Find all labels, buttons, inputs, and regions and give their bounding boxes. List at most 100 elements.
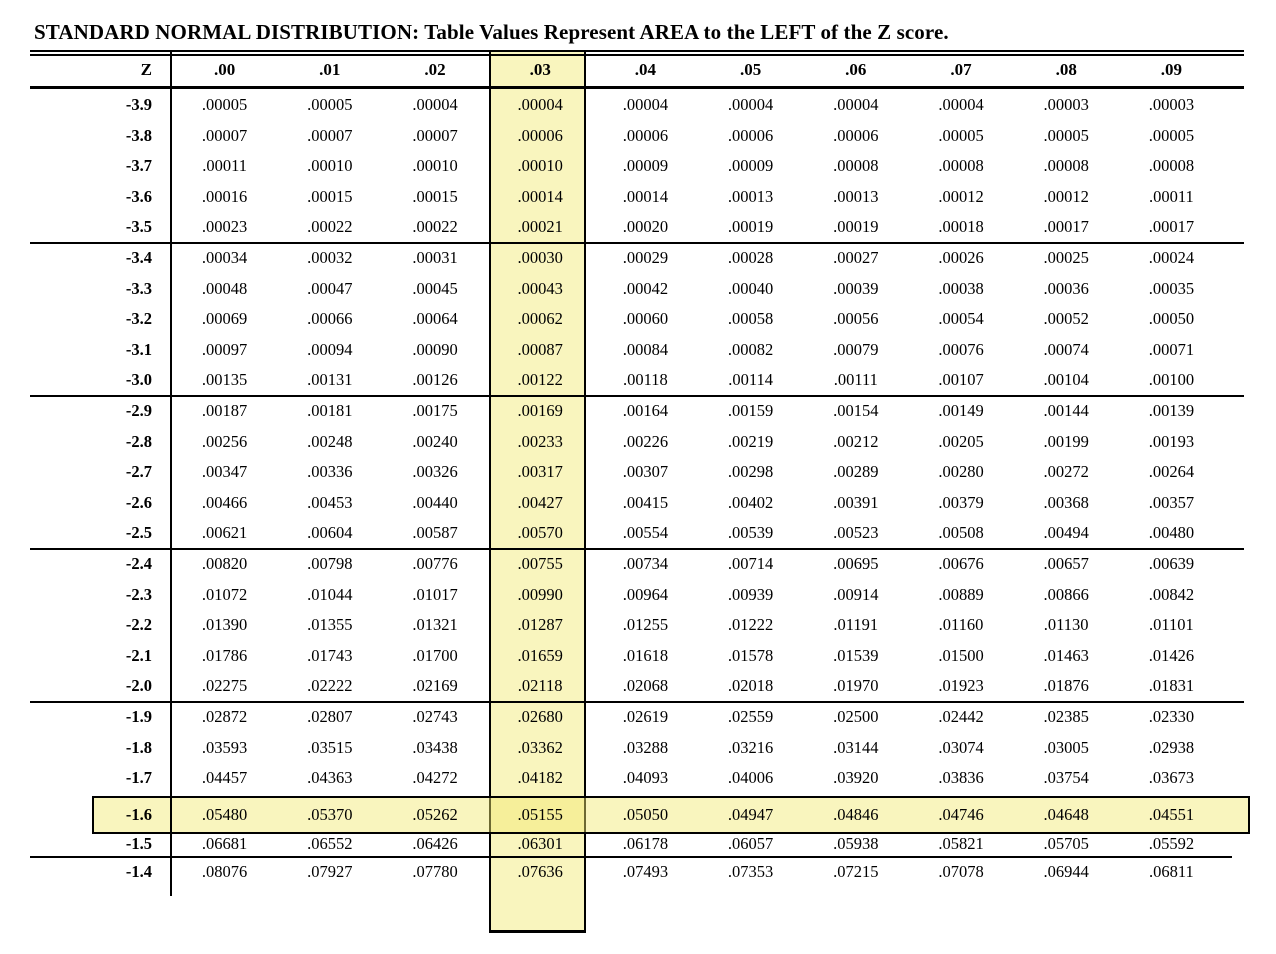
value-cell: .01255: [622, 615, 669, 635]
value-cell: .03515: [307, 737, 353, 757]
value-cell: .05050: [622, 805, 669, 824]
value-cell: .00013: [833, 186, 879, 206]
z-label: -2.2: [125, 615, 152, 635]
value-cell: .00012: [1043, 186, 1089, 206]
value-cell: .07493: [622, 862, 669, 881]
value-cell: .03438: [412, 737, 458, 757]
value-cell: .00964: [622, 584, 669, 604]
value-cell: .00004: [833, 95, 879, 114]
value-cell: .00240: [412, 431, 458, 451]
section-rule: [30, 856, 1232, 858]
value-cell: .01876: [1043, 676, 1089, 696]
value-cell: .00570: [517, 523, 563, 543]
row-highlight: [92, 796, 1250, 834]
value-cell: .00272: [1043, 462, 1089, 482]
value-cell: .00154: [833, 401, 879, 420]
value-cell: .00695: [833, 554, 879, 573]
value-cell: .05821: [938, 834, 984, 853]
value-cell: .00126: [412, 370, 458, 390]
value-cell: .00175: [412, 401, 458, 420]
value-cell: .05705: [1043, 834, 1089, 853]
value-cell: .00621: [201, 523, 248, 543]
value-cell: .01578: [727, 645, 774, 665]
value-cell: .03216: [727, 737, 774, 757]
value-cell: .07078: [938, 862, 984, 881]
value-cell: .00097: [201, 339, 248, 359]
value-cell: .02680: [517, 707, 563, 726]
value-cell: .03005: [1043, 737, 1089, 757]
value-cell: .06057: [727, 834, 774, 853]
value-cell: .05155: [517, 805, 563, 824]
value-cell: .00111: [833, 370, 878, 390]
value-cell: .02807: [307, 707, 353, 726]
z-label: -1.7: [125, 768, 152, 788]
value-cell: .01618: [622, 645, 669, 665]
value-cell: .01101: [1149, 615, 1194, 635]
value-cell: .00264: [1148, 462, 1195, 482]
value-cell: .00087: [517, 339, 563, 359]
value-cell: .03362: [517, 737, 563, 757]
value-cell: .00004: [938, 95, 984, 114]
value-cell: .02559: [727, 707, 774, 726]
value-cell: .00069: [201, 309, 248, 329]
value-cell: .00005: [1043, 125, 1089, 145]
value-cell: .01970: [833, 676, 879, 696]
value-cell: .02442: [938, 707, 984, 726]
value-cell: .05480: [201, 805, 248, 824]
value-cell: .01786: [201, 645, 248, 665]
value-cell: .03288: [622, 737, 669, 757]
value-cell: .01426: [1148, 645, 1195, 665]
value-cell: .00289: [833, 462, 879, 482]
value-cell: .00032: [307, 248, 353, 267]
value-cell: .00307: [622, 462, 669, 482]
z-label: -2.3: [125, 584, 152, 604]
value-cell: .00056: [833, 309, 879, 329]
value-cell: .00939: [727, 584, 774, 604]
value-cell: .01160: [938, 615, 984, 635]
value-cell: .00212: [833, 431, 879, 451]
value-cell: .00006: [833, 125, 879, 145]
z-label: -3.5: [125, 217, 152, 237]
value-cell: .00256: [201, 431, 248, 451]
value-cell: .00082: [727, 339, 774, 359]
value-cell: .07353: [727, 862, 774, 881]
value-cell: .00144: [1043, 401, 1089, 420]
z-label: -2.4: [125, 554, 152, 573]
value-cell: .00008: [833, 156, 879, 176]
value-cell: .00135: [201, 370, 248, 390]
value-cell: .01390: [201, 615, 248, 635]
value-cell: .00164: [622, 401, 669, 420]
value-cell: .00017: [1148, 217, 1195, 237]
z-label: -2.0: [125, 676, 152, 696]
value-cell: .04272: [412, 768, 458, 788]
value-cell: .00084: [622, 339, 669, 359]
z-label: -3.6: [125, 186, 152, 206]
z-label: -2.8: [125, 431, 152, 451]
value-cell: .00010: [412, 156, 458, 176]
value-cell: .00114: [728, 370, 773, 390]
header-cell: .08: [1055, 60, 1077, 79]
value-cell: .00027: [833, 248, 879, 267]
value-cell: .00058: [727, 309, 774, 329]
value-cell: .00219: [727, 431, 774, 451]
value-cell: .00036: [1043, 278, 1089, 298]
value-cell: .01743: [307, 645, 353, 665]
value-cell: .00011: [1149, 186, 1194, 206]
value-cell: .00248: [307, 431, 353, 451]
value-cell: .01831: [1148, 676, 1195, 696]
value-cell: .00010: [517, 156, 563, 176]
value-cell: .00028: [727, 248, 774, 267]
value-cell: .03144: [833, 737, 879, 757]
value-cell: .00034: [201, 248, 248, 267]
value-cell: .00842: [1148, 584, 1195, 604]
value-cell: .02500: [833, 707, 879, 726]
value-cell: .00005: [1148, 125, 1195, 145]
value-cell: .02619: [622, 707, 669, 726]
value-cell: .00048: [201, 278, 248, 298]
value-cell: .04846: [833, 805, 879, 824]
value-cell: .04093: [622, 768, 669, 788]
value-cell: .00539: [727, 523, 774, 543]
value-cell: .05592: [1148, 834, 1195, 853]
value-cell: .01321: [412, 615, 458, 635]
value-cell: .01044: [307, 584, 353, 604]
